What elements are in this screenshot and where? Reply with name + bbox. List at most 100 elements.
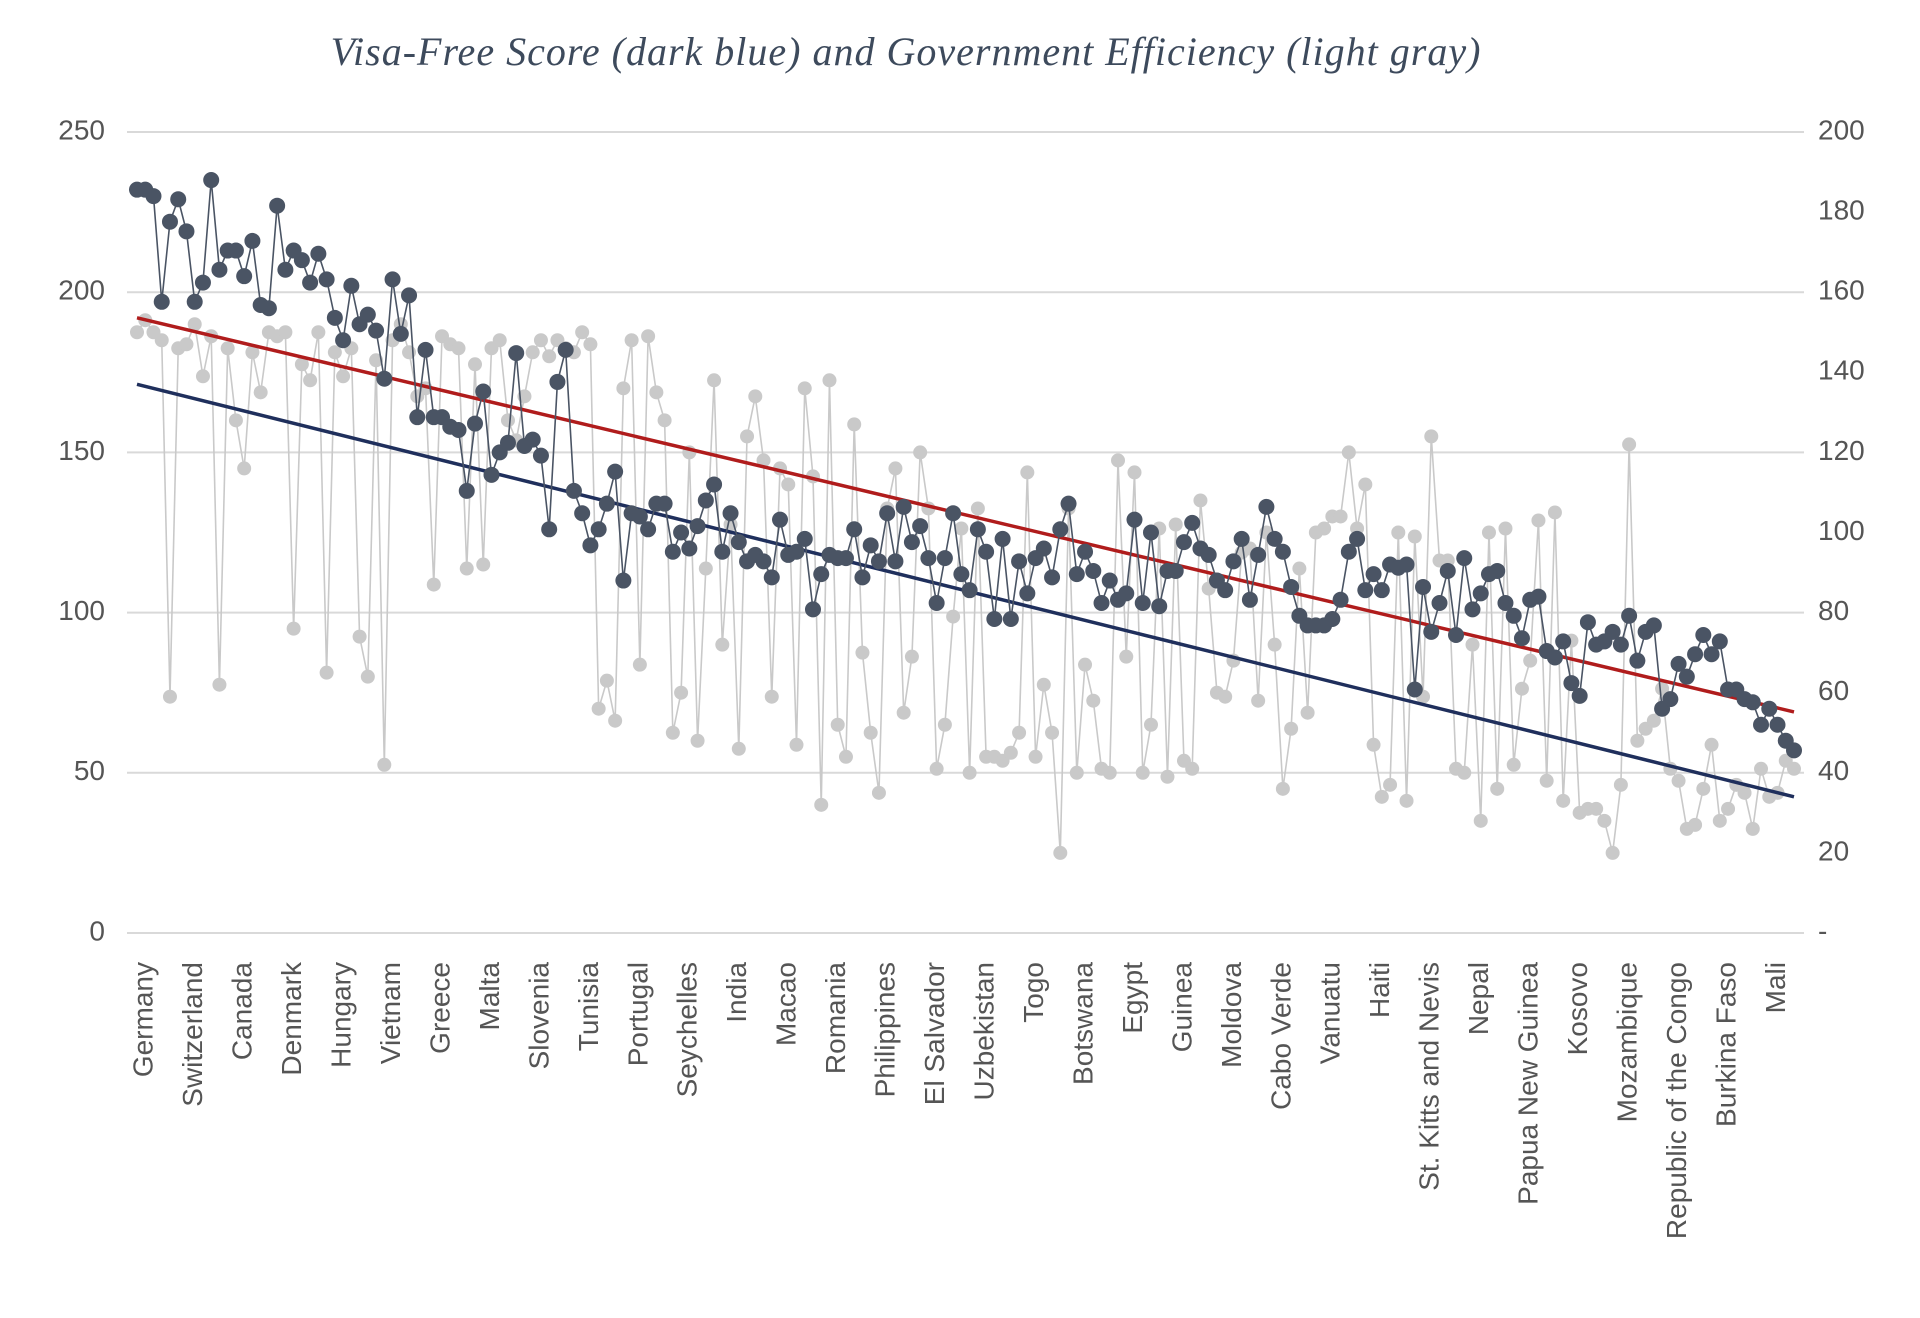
data-point [1218, 689, 1233, 704]
data-point [624, 333, 639, 348]
data-point [476, 557, 491, 572]
data-point [608, 713, 623, 728]
data-point [1556, 793, 1571, 808]
data-point [227, 242, 244, 259]
data-point [1645, 617, 1662, 634]
data-point [500, 413, 515, 428]
data-point [451, 341, 466, 356]
data-point [895, 498, 912, 515]
data-point [311, 325, 326, 340]
data-point [838, 749, 853, 764]
y-tick-label: 250 [58, 114, 105, 145]
data-point [1415, 578, 1432, 595]
y-tick-label: 100 [58, 595, 105, 626]
data-point [756, 453, 771, 468]
data-point [1111, 453, 1126, 468]
data-point [1621, 607, 1638, 624]
data-point [253, 385, 268, 400]
data-point [1357, 582, 1374, 599]
data-point [1373, 582, 1390, 599]
data-point [994, 530, 1011, 547]
y2-tick-label: 20 [1818, 835, 1849, 866]
data-point [607, 463, 624, 480]
data-point [640, 521, 657, 538]
data-point [863, 725, 878, 740]
data-point [954, 521, 969, 536]
data-point [879, 505, 896, 522]
data-point [822, 373, 837, 388]
data-point [1612, 636, 1629, 653]
data-point [1134, 594, 1151, 611]
data-point [186, 293, 203, 310]
x-tick-label: Tunisia [573, 962, 604, 1052]
data-point [1284, 721, 1299, 736]
data-point [450, 421, 467, 438]
data-point [194, 274, 211, 291]
data-point [730, 534, 747, 551]
data-point [912, 518, 929, 535]
y2-tick-label: 140 [1818, 355, 1865, 386]
data-point [1398, 556, 1415, 573]
data-point [483, 466, 500, 483]
y2-tick-label: - [1818, 915, 1827, 946]
data-point [986, 611, 1003, 628]
data-point [1481, 525, 1496, 540]
y2-tick-label: 80 [1818, 595, 1849, 626]
data-point [376, 370, 393, 387]
data-point [1283, 578, 1300, 595]
data-point [896, 705, 911, 720]
data-point [294, 357, 309, 372]
y2-tick-label: 100 [1818, 515, 1865, 546]
data-point [1678, 668, 1695, 685]
series-line [137, 179, 1795, 751]
data-point [1605, 845, 1620, 860]
data-point [1472, 585, 1489, 602]
data-point [1547, 505, 1562, 520]
data-point [1703, 646, 1720, 663]
data-point [1646, 713, 1661, 728]
data-point [1358, 477, 1373, 492]
data-point [179, 337, 194, 352]
data-point [1184, 514, 1201, 531]
data-point [1688, 817, 1703, 832]
data-point [763, 569, 780, 586]
y2-tick-label: 60 [1818, 675, 1849, 706]
data-point [740, 429, 755, 444]
data-point [887, 553, 904, 570]
data-point [269, 197, 286, 214]
data-point [904, 649, 919, 664]
data-point [1035, 540, 1052, 557]
data-point [1068, 566, 1085, 583]
data-point [1142, 524, 1159, 541]
data-point [360, 669, 375, 684]
data-point [326, 309, 343, 326]
x-tick-label: Canada [227, 962, 258, 1061]
data-point [1275, 781, 1290, 796]
data-point [978, 543, 995, 560]
data-point [615, 572, 632, 589]
data-point [961, 582, 978, 599]
data-point [715, 637, 730, 652]
data-point [1761, 700, 1778, 717]
data-point [187, 317, 202, 332]
data-point [1613, 777, 1628, 792]
data-point [220, 341, 235, 356]
data-point [310, 245, 327, 262]
data-point [1053, 845, 1068, 860]
data-point [392, 325, 409, 342]
data-point [664, 543, 681, 560]
data-point [1424, 429, 1439, 444]
data-point [384, 271, 401, 288]
data-point [426, 577, 441, 592]
data-point [1622, 437, 1637, 452]
data-point [1225, 553, 1242, 570]
data-point [1052, 521, 1069, 538]
data-point [336, 369, 351, 384]
data-point [1101, 572, 1118, 589]
data-point [368, 322, 385, 339]
data-point [698, 561, 713, 576]
data-point [1078, 657, 1093, 672]
data-point [1366, 737, 1381, 752]
data-point [467, 357, 482, 372]
data-point [707, 373, 722, 388]
